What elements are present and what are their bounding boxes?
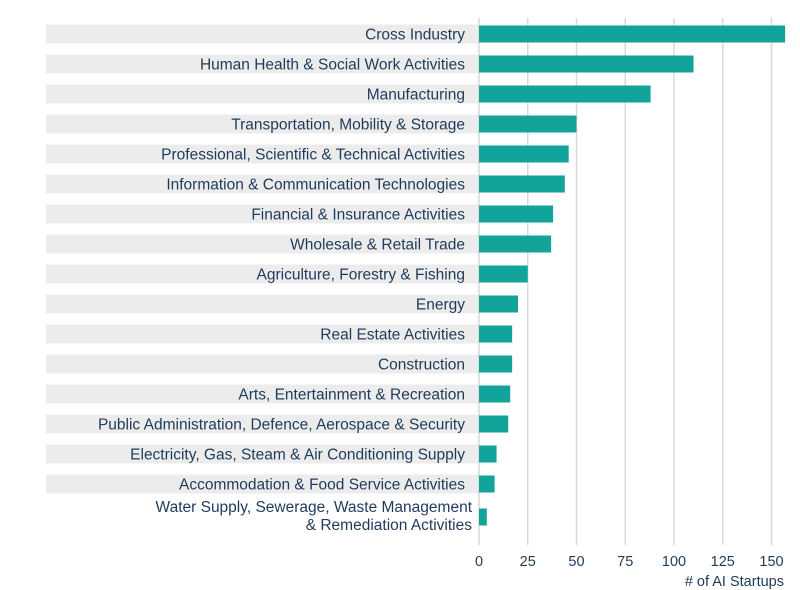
category-label: Electricity, Gas, Steam & Air Conditioni… — [130, 447, 465, 464]
category-label: Manufacturing — [367, 87, 465, 104]
label-band — [46, 114, 479, 134]
bar — [479, 55, 694, 73]
label-band — [46, 24, 479, 44]
label-band — [46, 144, 479, 164]
label-band — [46, 444, 479, 464]
bar — [479, 385, 511, 403]
category-label: Accommodation & Food Service Activities — [179, 477, 465, 494]
category-label: Professional, Scientific & Technical Act… — [161, 147, 465, 164]
x-axis-title: # of AI Startups — [685, 574, 784, 590]
label-band — [46, 204, 479, 224]
label-band — [46, 234, 479, 254]
bar — [479, 85, 651, 103]
category-labels: Cross Industry Human Health & Social Work… — [98, 27, 473, 535]
category-label: Transportation, Mobility & Storage — [231, 117, 465, 134]
label-band — [46, 84, 479, 104]
bar — [479, 175, 565, 193]
bar — [479, 355, 513, 373]
category-label: Information & Communication Technologies — [166, 177, 465, 194]
bar — [479, 25, 786, 43]
category-label: Financial & Insurance Activities — [251, 207, 465, 224]
category-label: Arts, Entertainment & Recreation — [238, 387, 465, 404]
label-band — [46, 474, 479, 494]
label-band — [46, 354, 479, 374]
label-bands — [46, 24, 479, 494]
label-band — [46, 174, 479, 194]
bar — [479, 145, 569, 163]
x-tick-label: 25 — [520, 554, 536, 570]
bar — [479, 445, 497, 463]
category-label: Real Estate Activities — [320, 327, 465, 344]
label-band — [46, 324, 479, 344]
category-label: Human Health & Social Work Activities — [200, 57, 465, 74]
x-tick-label: 75 — [617, 554, 633, 570]
x-tick-label: 125 — [711, 554, 735, 570]
bars — [479, 25, 786, 526]
category-label: Agriculture, Forestry & Fishing — [257, 267, 465, 284]
bar — [479, 475, 495, 493]
label-band — [46, 264, 479, 284]
bar — [479, 295, 518, 313]
x-tick-labels: 0 25 50 75 100 125 150 — [475, 554, 784, 570]
label-band — [46, 294, 479, 314]
category-label: Cross Industry — [365, 27, 465, 44]
bar — [479, 205, 554, 223]
category-label: Public Administration, Defence, Aerospac… — [98, 417, 465, 434]
bar — [479, 325, 513, 343]
bar — [479, 508, 487, 526]
bar — [479, 235, 552, 253]
category-label: Energy — [416, 297, 465, 314]
category-label: Construction — [378, 357, 465, 374]
bar — [479, 265, 528, 283]
category-label: Wholesale & Retail Trade — [290, 237, 465, 254]
label-band — [46, 54, 479, 74]
label-band — [46, 414, 479, 434]
category-label: Water Supply, Sewerage, Waste Management… — [156, 499, 473, 534]
x-tick-label: 0 — [475, 554, 483, 570]
x-tick-label: 150 — [759, 554, 783, 570]
x-tick-label: 50 — [568, 554, 584, 570]
bar — [479, 415, 509, 433]
bar — [479, 115, 577, 133]
label-band — [46, 384, 479, 404]
x-tick-label: 100 — [662, 554, 686, 570]
